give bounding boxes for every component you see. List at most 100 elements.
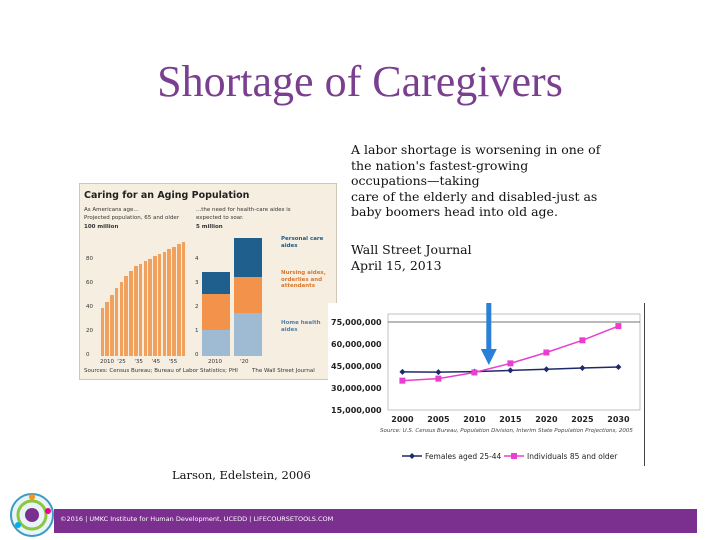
wsj-aide-segment — [234, 238, 262, 277]
quote-line: A labor shortage is worsening in one of — [351, 142, 601, 157]
slide-title: Shortage of Caregivers — [157, 57, 563, 106]
wsj-population-bar — [172, 246, 176, 356]
legend-marker-females — [409, 453, 415, 459]
wsj-population-bar — [148, 258, 152, 356]
wsj-left-x-tick: 2010 — [100, 359, 114, 365]
wsj-graphic: Caring for an Aging Population As Americ… — [79, 183, 337, 380]
wsj-right-y-tick: 1 — [195, 328, 199, 334]
x-tick-label: 2020 — [535, 415, 558, 424]
quote-source: Wall Street Journal April 15, 2013 — [351, 242, 472, 274]
wsj-right-y-tick: 0 — [195, 352, 199, 358]
footer-text: ©2016 | UMKC Institute for Human Develop… — [60, 515, 334, 523]
legend-nursing-aides: Nursing aides, orderlies and attendants — [281, 270, 326, 289]
wsj-right-x-tick: '20 — [240, 359, 249, 365]
wsj-left-y-tick: 40 — [86, 304, 93, 310]
wsj-left-y-tick: 0 — [86, 352, 90, 358]
data-point-elderly — [543, 349, 550, 356]
line-chart: 15,000,000 30,000,000 45,000,000 60,000,000… — [328, 303, 645, 466]
wsj-right-y-tick: 3 — [195, 280, 199, 286]
data-point-elderly — [507, 360, 514, 367]
wsj-right-caption-2: expected to soar. — [196, 215, 244, 221]
wsj-population-bar — [105, 302, 109, 356]
data-point-elderly — [399, 377, 406, 384]
wsj-credit: The Wall Street Journal — [252, 368, 315, 374]
source-publication: Wall Street Journal — [351, 242, 472, 257]
quote-line: baby boomers head into old age. — [351, 204, 558, 219]
y-tick-label: 75,000,000 — [331, 318, 382, 327]
y-tick-label: 60,000,000 — [331, 340, 382, 349]
legend-marker-elderly — [511, 453, 517, 459]
wsj-population-bar — [124, 275, 129, 356]
wsj-population-bar — [181, 242, 186, 356]
wsj-population-bar — [157, 254, 162, 356]
wsj-aide-segment — [234, 276, 262, 313]
footer-bar: ©2016 | UMKC Institute for Human Develop… — [54, 509, 697, 533]
wsj-left-x-tick: '25 — [117, 359, 126, 365]
wsj-right-unit: 5 million — [196, 224, 223, 230]
wsj-right-caption: ...the need for health-care aides is — [196, 207, 291, 213]
wsj-title: Caring for an Aging Population — [84, 190, 250, 201]
wsj-aide-segment — [202, 329, 230, 356]
quote-line: the nation's fastest-growing — [351, 157, 529, 173]
wsj-left-x-tick: '35 — [134, 359, 143, 365]
data-point-females — [435, 369, 442, 376]
wsj-left-caption: As Americans age... — [84, 207, 139, 213]
wsj-population-bar — [110, 294, 114, 356]
wsj-right-x-tick: 2010 — [208, 359, 222, 365]
data-point-elderly — [435, 375, 442, 382]
wsj-population-bar — [114, 287, 119, 356]
y-tick-label: 45,000,000 — [331, 362, 382, 371]
wsj-left-y-tick: 60 — [86, 280, 93, 286]
arrow-shaft — [486, 303, 492, 351]
data-point-elderly — [579, 337, 586, 344]
legend-home-health: Home health aides — [281, 320, 321, 333]
wsj-population-bar — [162, 251, 167, 356]
left-image-credit: Larson, Edelstein, 2006 — [172, 468, 311, 482]
wsj-aide-segment — [202, 272, 230, 294]
quote-line: occupations—taking — [351, 173, 480, 188]
lifecourse-logo-icon — [10, 493, 54, 537]
arrow-head — [480, 349, 497, 365]
x-tick-label: 2005 — [427, 415, 450, 424]
wsj-population-bar — [143, 261, 148, 356]
x-tick-label: 2010 — [463, 415, 486, 424]
wsj-right-y-tick: 2 — [195, 304, 199, 310]
wsj-source: Sources: Census Bureau; Bureau of Labor … — [84, 368, 238, 374]
quote-text: A labor shortage is worsening in one of … — [351, 142, 611, 220]
source-date: April 15, 2013 — [351, 258, 442, 273]
wsj-aide-segment — [202, 293, 230, 330]
data-point-elderly — [471, 369, 478, 376]
wsj-left-caption-2: Projected population, 65 and older — [84, 215, 180, 221]
line-chart-svg: 15,000,000 30,000,000 45,000,000 60,000,000… — [331, 303, 641, 461]
legend-personal-care: Personal care aides — [281, 236, 324, 249]
x-tick-label: 2000 — [391, 415, 414, 424]
chart-source: Source: U.S. Census Bureau, Population D… — [380, 428, 633, 434]
x-tick-label: 2025 — [571, 415, 594, 424]
wsj-left-y-tick: 80 — [86, 256, 93, 262]
wsj-population-bar — [138, 263, 143, 356]
data-point-females — [579, 365, 586, 372]
x-tick-label: 2015 — [499, 415, 522, 424]
wsj-population-bar — [100, 308, 105, 356]
y-tick-label: 15,000,000 — [331, 406, 382, 415]
x-tick-label: 2030 — [607, 415, 630, 424]
legend-label-elderly: Individuals 85 and older — [527, 452, 618, 461]
data-point-females — [543, 366, 550, 373]
data-point-females — [399, 368, 406, 375]
wsj-population-bar — [134, 266, 138, 356]
wsj-left-y-tick: 20 — [86, 328, 93, 334]
legend-label-females: Females aged 25-44 — [425, 452, 502, 461]
data-point-elderly — [615, 323, 622, 330]
wsj-left-unit: 100 million — [84, 224, 119, 230]
wsj-right-y-tick: 4 — [195, 256, 199, 262]
data-point-females — [615, 364, 622, 371]
quote-line: care of the elderly and disabled-just as — [351, 188, 598, 204]
wsj-population-bar — [129, 270, 133, 356]
wsj-population-bar — [177, 244, 181, 356]
wsj-left-x-tick: '55 — [168, 359, 178, 365]
wsj-population-bar — [119, 281, 124, 356]
y-tick-label: 30,000,000 — [331, 384, 382, 393]
wsj-population-bar — [153, 256, 157, 356]
data-point-females — [507, 367, 514, 374]
wsj-aide-segment — [234, 312, 262, 356]
